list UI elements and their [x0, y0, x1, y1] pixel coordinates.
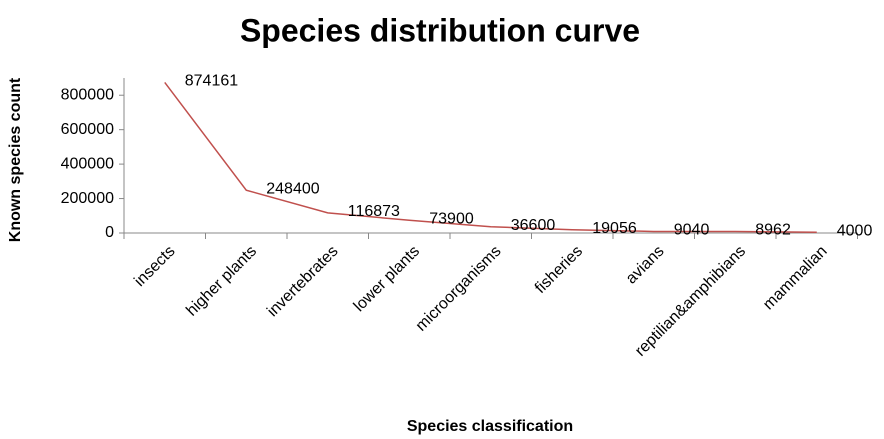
chart-title: Species distribution curve — [240, 12, 640, 48]
y-axis-title: Known species count — [7, 77, 24, 242]
x-tick-label: microorganisms — [413, 243, 505, 335]
y-tick-label: 600000 — [61, 121, 114, 138]
y-tick-label: 400000 — [61, 155, 114, 172]
x-tick-label: insects — [131, 243, 178, 290]
x-tick-label: mammalian — [760, 243, 831, 314]
data-label: 116873 — [348, 203, 400, 220]
y-tick-label: 800000 — [61, 86, 114, 103]
series-line — [164, 81, 817, 234]
y-tick-label: 200000 — [61, 190, 114, 207]
data-label: 73900 — [429, 210, 474, 227]
x-tick-label: lower plants — [351, 243, 423, 315]
data-label: 9040 — [674, 222, 710, 239]
data-label: 36600 — [511, 217, 556, 234]
data-label: 874161 — [185, 73, 238, 90]
x-tick-label: invertebrates — [264, 243, 341, 320]
data-label: 248400 — [266, 180, 319, 197]
y-tick-label: 0 — [105, 224, 114, 241]
x-axis-title: Species classification — [407, 418, 573, 435]
x-tick-label: fisheries — [532, 243, 586, 297]
x-tick-label: avians — [623, 243, 668, 288]
data-label: 4000 — [837, 223, 873, 240]
data-label: 8962 — [755, 222, 791, 239]
data-label: 19056 — [592, 220, 637, 237]
x-tick-label: higher plants — [183, 243, 260, 320]
